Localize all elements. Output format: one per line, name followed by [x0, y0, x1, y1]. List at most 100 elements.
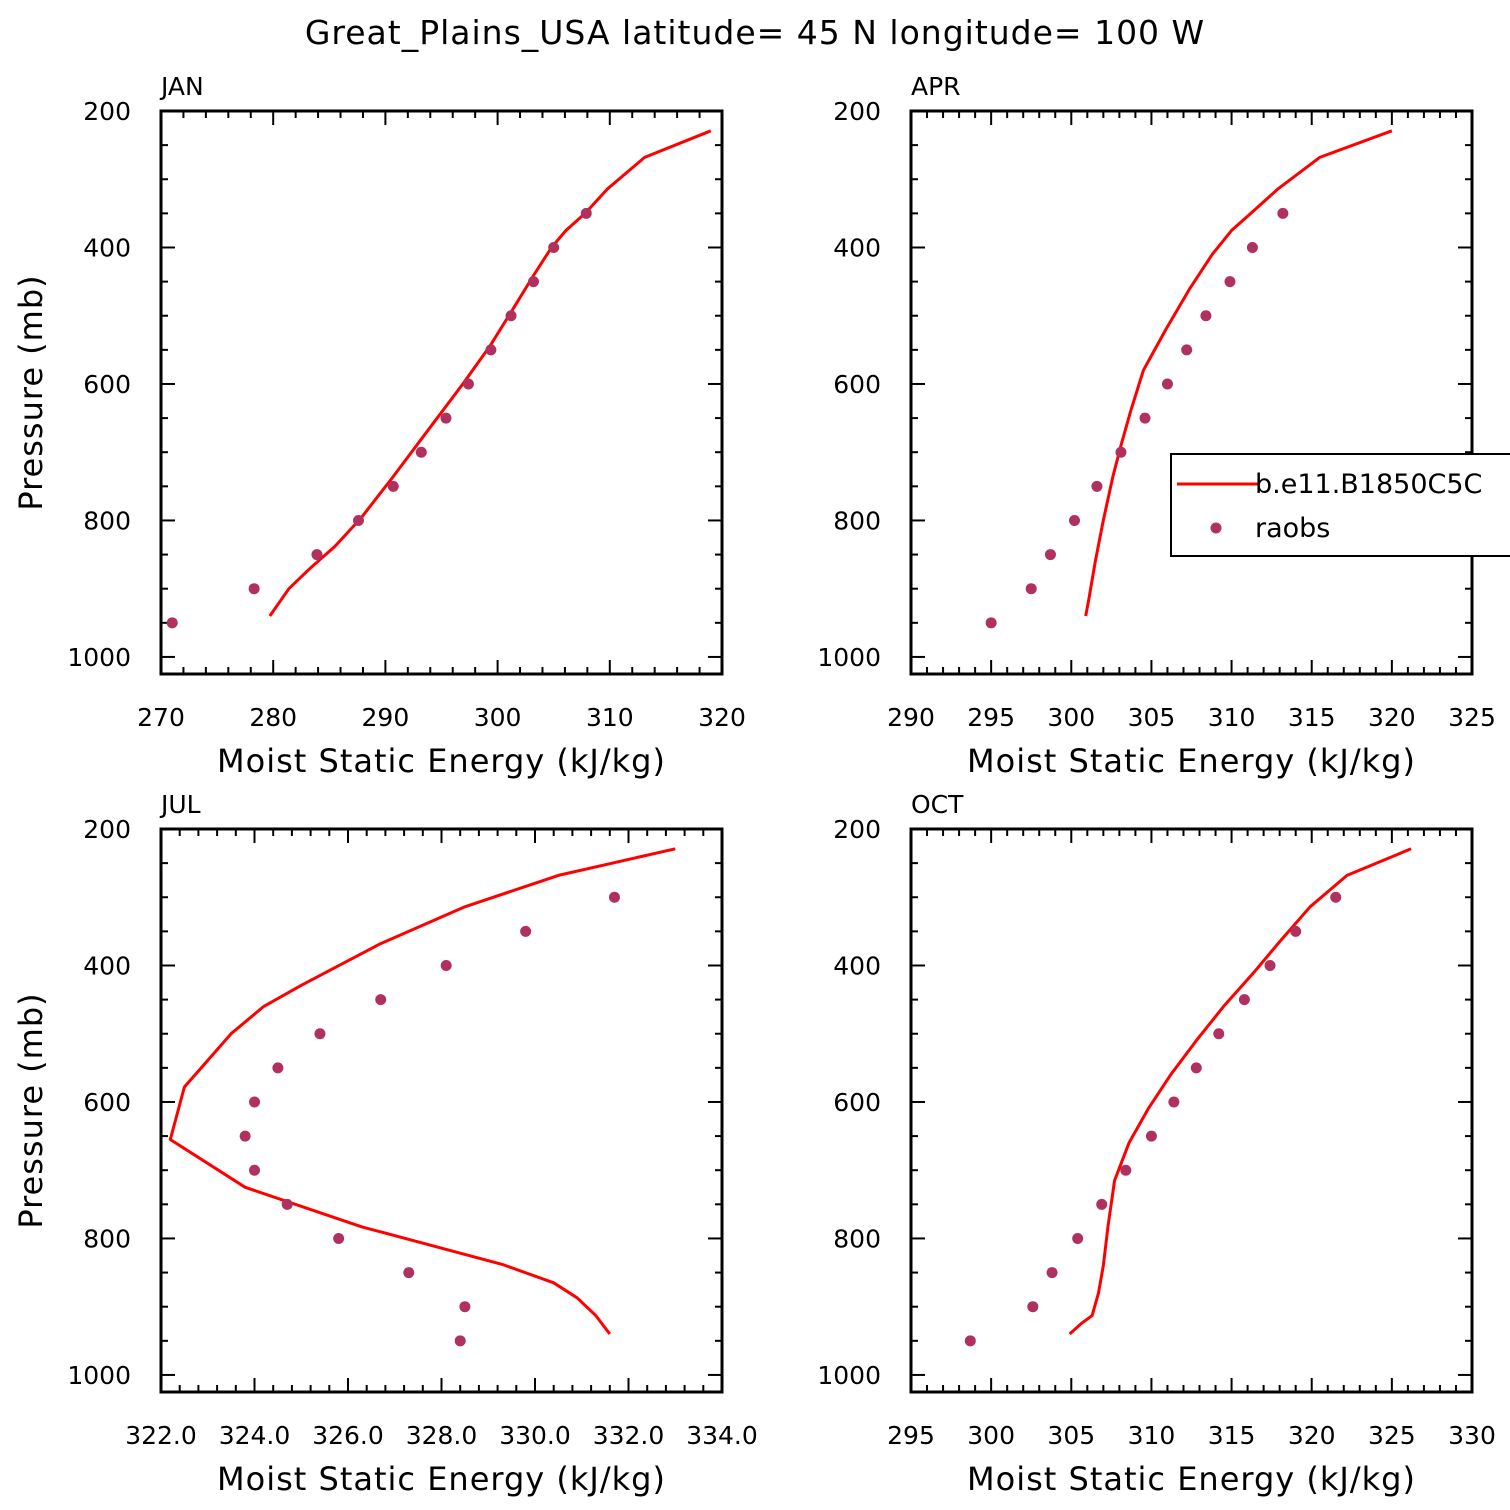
x-axis-label: Moist Static Energy (kJ/kg) — [217, 742, 666, 780]
plot-frame — [159, 827, 724, 1394]
panel-label: JAN — [159, 72, 204, 101]
legend-label: b.e11.B1850C5C — [1255, 469, 1482, 500]
data-point-raobs — [1091, 480, 1103, 492]
x-tick-label: 270 — [137, 703, 185, 732]
x-tick-label: 290 — [887, 703, 935, 732]
y-tick-label: 200 — [833, 97, 881, 126]
x-tick-label: 295 — [967, 703, 1015, 732]
x-tick-label: 315 — [1288, 703, 1336, 732]
data-point-raobs — [440, 959, 452, 971]
data-point-raobs — [403, 1267, 415, 1279]
x-tick-label: 328.0 — [406, 1421, 478, 1450]
y-tick-label: 400 — [83, 233, 131, 262]
y-tick-label: 800 — [83, 1224, 131, 1253]
panel-jul: JUL 322.0 324.0 326.0 328.0 330.0 332.0 334.0 20… — [12, 790, 758, 1498]
panel-apr: APR 290 295 300 305 310 315 320 325 200 400 600 800 1… — [817, 72, 1510, 780]
data-point-raobs — [311, 549, 323, 561]
x-tick-label: 280 — [249, 703, 297, 732]
y-tick-label: 200 — [83, 97, 131, 126]
data-point-raobs — [375, 994, 387, 1006]
x-tick-label: 320 — [1288, 1421, 1336, 1450]
data-point-raobs — [1120, 1164, 1132, 1176]
data-point-raobs — [505, 310, 517, 322]
data-point-raobs — [1330, 891, 1342, 903]
y-tick-label: 400 — [83, 951, 131, 980]
x-tick-label: 326.0 — [312, 1421, 384, 1450]
data-point-raobs — [1224, 276, 1236, 288]
panel-oct: OCT 295 300 305 310 315 320 325 330 200 400 600 800 1… — [817, 790, 1495, 1498]
data-point-raobs — [166, 617, 178, 629]
series-line-model — [268, 129, 712, 617]
y-tick-label: 400 — [833, 233, 881, 262]
data-point-raobs — [249, 1164, 260, 1176]
x-tick-label: 305 — [1128, 703, 1176, 732]
x-axis-label: Moist Static Energy (kJ/kg) — [217, 1460, 666, 1498]
x-tick-label: 330 — [1448, 1421, 1496, 1450]
data-layer — [985, 129, 1393, 629]
data-point-raobs — [520, 925, 532, 937]
x-tick-label: 300 — [967, 1421, 1015, 1450]
data-point-raobs — [1200, 310, 1212, 322]
data-point-raobs — [1246, 241, 1258, 253]
y-tick-label: 800 — [833, 1224, 881, 1253]
data-point-raobs — [1238, 994, 1250, 1006]
data-point-raobs — [1168, 1096, 1180, 1108]
x-tick-label: 315 — [1208, 1421, 1256, 1450]
data-point-raobs — [580, 207, 592, 219]
y-tick-label: 200 — [833, 815, 881, 844]
y-tick-label: 600 — [833, 370, 881, 399]
data-point-raobs — [548, 241, 560, 253]
x-tick-label: 300 — [474, 703, 522, 732]
data-point-raobs — [1290, 925, 1302, 937]
data-point-raobs — [387, 480, 399, 492]
y-tick-label: 400 — [833, 951, 881, 980]
series-line-model — [168, 847, 676, 1335]
data-point-raobs — [1025, 583, 1037, 595]
legend-dot-swatch — [1210, 522, 1222, 534]
data-point-raobs — [1115, 446, 1127, 458]
data-point-raobs — [1213, 1028, 1225, 1040]
data-point-raobs — [1145, 1130, 1157, 1142]
data-point-raobs — [1181, 344, 1193, 356]
data-point-raobs — [248, 583, 260, 595]
data-point-raobs — [485, 344, 497, 356]
data-point-raobs — [459, 1301, 471, 1313]
y-tick-label: 600 — [83, 1088, 131, 1117]
x-axis-label: Moist Static Energy (kJ/kg) — [967, 742, 1416, 780]
y-tick-label: 1000 — [817, 1361, 881, 1390]
data-point-raobs — [415, 446, 427, 458]
data-point-raobs — [1277, 207, 1289, 219]
y-tick-label: 600 — [833, 1088, 881, 1117]
y-tick-label: 800 — [833, 506, 881, 535]
data-point-raobs — [281, 1198, 293, 1210]
data-layer — [168, 847, 676, 1347]
data-point-raobs — [272, 1062, 284, 1074]
plot-frame — [909, 827, 1474, 1394]
legend-label: raobs — [1255, 513, 1330, 544]
y-tick-label: 600 — [83, 370, 131, 399]
y-axis-label: Pressure (mb) — [12, 274, 50, 510]
plot-frame — [909, 109, 1474, 676]
data-point-raobs — [1072, 1232, 1084, 1244]
y-tick-label: 1000 — [817, 643, 881, 672]
legend: b.e11.B1850C5C raobs — [1170, 453, 1510, 557]
x-tick-label: 310 — [1208, 703, 1256, 732]
data-point-raobs — [1068, 514, 1080, 526]
data-point-raobs — [314, 1028, 326, 1040]
x-axis-label: Moist Static Energy (kJ/kg) — [967, 1460, 1416, 1498]
data-layer — [166, 129, 712, 629]
data-point-raobs — [1161, 378, 1173, 390]
data-point-raobs — [1264, 959, 1276, 971]
x-tick-label: 322.0 — [125, 1421, 197, 1450]
x-tick-label: 310 — [586, 703, 634, 732]
x-tick-label: 325 — [1368, 1421, 1416, 1450]
x-tick-label: 330.0 — [499, 1421, 571, 1450]
data-point-raobs — [964, 1335, 976, 1347]
panel-jan: JAN 270 280 290 300 310 320 200 400 600 800 1000 Moi… — [12, 72, 746, 780]
data-point-raobs — [333, 1232, 345, 1244]
data-point-raobs — [608, 891, 620, 903]
figure-title: Great_Plains_USA latitude= 45 N longitud… — [305, 13, 1205, 52]
x-tick-label: 332.0 — [593, 1421, 665, 1450]
y-tick-label: 1000 — [67, 1361, 131, 1390]
